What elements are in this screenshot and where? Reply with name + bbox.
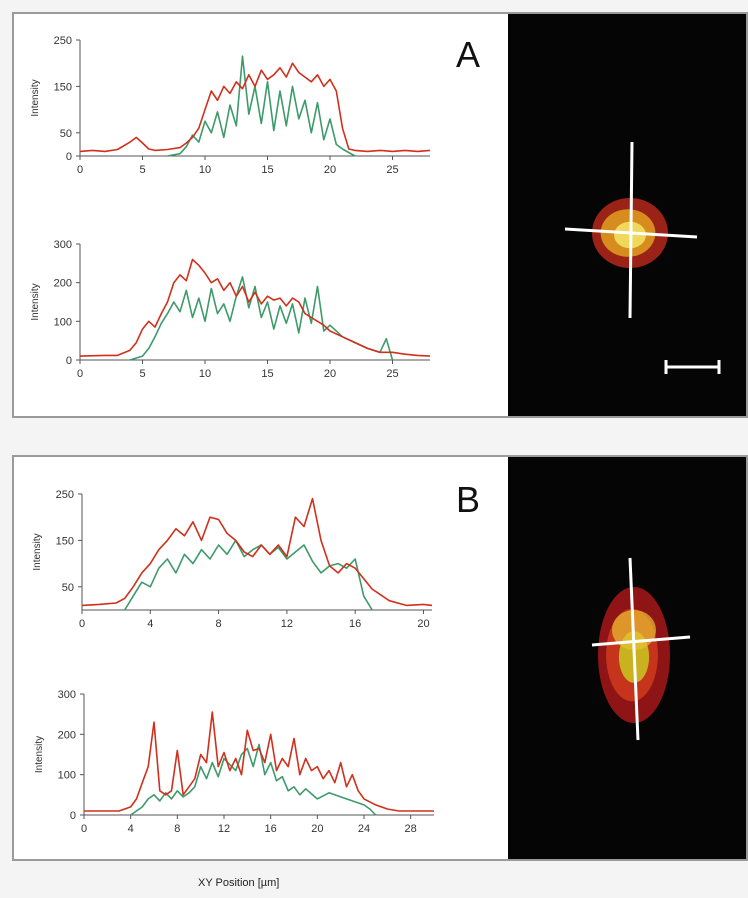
series-line-red bbox=[79, 258, 431, 357]
series-line-red bbox=[79, 62, 431, 153]
x-tick-label: 0 bbox=[79, 618, 85, 630]
x-tick-label: 20 bbox=[324, 368, 336, 380]
x-tick-label: 20 bbox=[417, 618, 429, 630]
x-tick-label: 0 bbox=[77, 164, 83, 176]
x-tick-label: 24 bbox=[358, 823, 370, 835]
series-line-red bbox=[84, 711, 434, 812]
panel-label-b: B bbox=[456, 479, 481, 520]
crosshair-b bbox=[591, 557, 691, 741]
series-line-green bbox=[129, 276, 394, 361]
x-tick-label: 15 bbox=[261, 164, 273, 176]
y-tick-label: 200 bbox=[54, 278, 72, 290]
y-tick-label: 0 bbox=[70, 810, 76, 822]
y-tick-label: 50 bbox=[60, 128, 72, 140]
x-tick-label: 20 bbox=[324, 164, 336, 176]
y-tick-label: 100 bbox=[54, 316, 72, 328]
y-tick-label: 250 bbox=[56, 489, 74, 501]
series-line-green bbox=[167, 55, 356, 157]
x-axis-title: XY Position [µm] bbox=[198, 877, 280, 889]
x-tick-label: 8 bbox=[174, 823, 180, 835]
panel-label-a: A bbox=[456, 34, 481, 75]
series-line-red bbox=[81, 497, 433, 607]
x-tick-label: 16 bbox=[265, 823, 277, 835]
x-tick-label: 12 bbox=[281, 618, 293, 630]
x-tick-label: 20 bbox=[311, 823, 323, 835]
y-tick-label: 50 bbox=[62, 582, 74, 594]
crosshair-vertical bbox=[628, 557, 640, 741]
scale-bar bbox=[664, 360, 721, 374]
y-tick-label: 300 bbox=[58, 689, 76, 701]
x-tick-label: 15 bbox=[261, 368, 273, 380]
x-tick-label: 0 bbox=[77, 368, 83, 380]
crosshair-horizontal bbox=[591, 635, 691, 647]
y-tick-label: 150 bbox=[54, 81, 72, 93]
x-tick-label: 8 bbox=[216, 618, 222, 630]
crosshair-horizontal bbox=[564, 227, 698, 239]
x-tick-label: 16 bbox=[349, 618, 361, 630]
y-tick-label: 200 bbox=[58, 729, 76, 741]
x-tick-label: 25 bbox=[386, 368, 398, 380]
series-line-green bbox=[130, 743, 377, 816]
x-tick-label: 10 bbox=[199, 368, 211, 380]
y-axis-label: Intensity bbox=[30, 283, 41, 320]
crosshair-vertical bbox=[628, 141, 634, 319]
x-tick-label: 0 bbox=[81, 823, 87, 835]
chart-3: 0 4 8 12 16 20 50 150 250 Intensity bbox=[32, 489, 433, 630]
y-tick-label: 250 bbox=[54, 35, 72, 47]
x-tick-label: 25 bbox=[386, 164, 398, 176]
x-tick-label: 4 bbox=[128, 823, 134, 835]
crosshair-a bbox=[564, 141, 698, 319]
x-tick-label: 12 bbox=[218, 823, 230, 835]
y-tick-label: 100 bbox=[58, 770, 76, 782]
x-tick-label: 4 bbox=[147, 618, 153, 630]
y-tick-label: 300 bbox=[54, 239, 72, 251]
x-tick-label: 5 bbox=[139, 368, 145, 380]
x-tick-label: 10 bbox=[199, 164, 211, 176]
chart-2: 0 5 10 15 20 25 0 100 200 300 Intensity bbox=[30, 239, 431, 380]
series-line-green bbox=[124, 539, 373, 611]
y-axis-label: Intensity bbox=[34, 736, 45, 773]
x-tick-label: 5 bbox=[139, 164, 145, 176]
y-tick-label: 150 bbox=[56, 535, 74, 547]
y-axis-label: Intensity bbox=[30, 79, 41, 116]
y-tick-label: 0 bbox=[66, 355, 72, 367]
x-tick-label: 28 bbox=[405, 823, 417, 835]
chart-4: 0 4 8 12 16 20 24 28 0 100 200 300 Intensity bbox=[34, 689, 434, 835]
y-axis-label: Intensity bbox=[32, 533, 43, 570]
y-tick-label: 0 bbox=[66, 151, 72, 163]
